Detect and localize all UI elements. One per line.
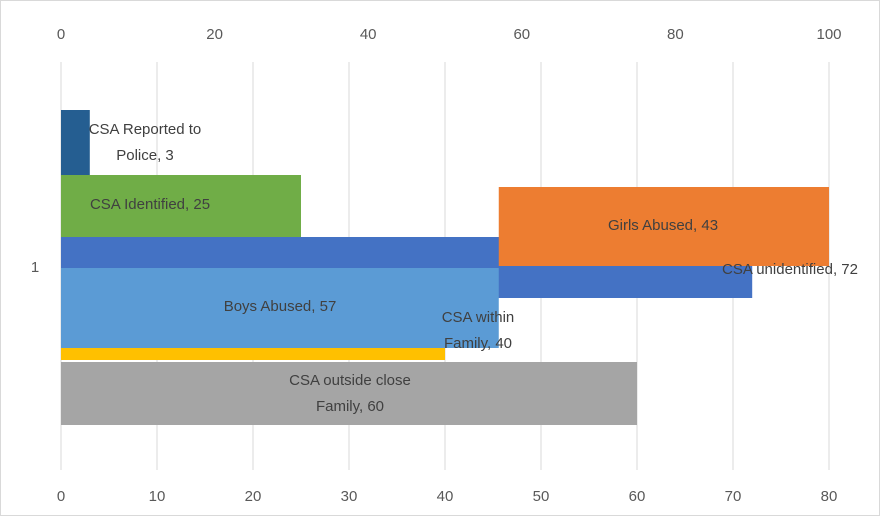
x2-tick-label: 100 bbox=[816, 26, 841, 43]
bar bbox=[498, 187, 829, 266]
x2-tick-label: 60 bbox=[513, 26, 530, 43]
x-tick-label: 20 bbox=[245, 488, 262, 505]
data-label: Girls Abused, 43 bbox=[607, 217, 719, 234]
data-label: CSA Reported to Police, 3 bbox=[88, 121, 202, 164]
x-tick-label: 50 bbox=[533, 488, 550, 505]
x2-tick-label: 40 bbox=[360, 26, 377, 43]
x-tick-label: 40 bbox=[437, 488, 454, 505]
data-label: CSA within Family, 40 bbox=[441, 309, 515, 352]
bar bbox=[61, 110, 90, 175]
data-label: CSA outside close Family, 60 bbox=[289, 372, 411, 415]
x-tick-label: 10 bbox=[149, 488, 166, 505]
x2-tick-label: 0 bbox=[57, 26, 65, 43]
x-tick-label: 0 bbox=[57, 488, 65, 505]
x-tick-label: 70 bbox=[725, 488, 742, 505]
x-tick-label: 60 bbox=[629, 488, 646, 505]
bar bbox=[61, 362, 637, 425]
y-tick-label: 1 bbox=[31, 259, 39, 276]
x-tick-label: 80 bbox=[821, 488, 838, 505]
x2-tick-label: 80 bbox=[667, 26, 684, 43]
x-tick-label: 30 bbox=[341, 488, 358, 505]
bar bbox=[61, 175, 301, 237]
bar bbox=[61, 268, 499, 348]
data-label: CSA unidentified, 72 bbox=[722, 261, 858, 278]
x2-tick-label: 20 bbox=[206, 26, 223, 43]
data-label: Boys Abused, 57 bbox=[223, 298, 337, 315]
data-label: CSA Identified, 25 bbox=[89, 196, 211, 213]
